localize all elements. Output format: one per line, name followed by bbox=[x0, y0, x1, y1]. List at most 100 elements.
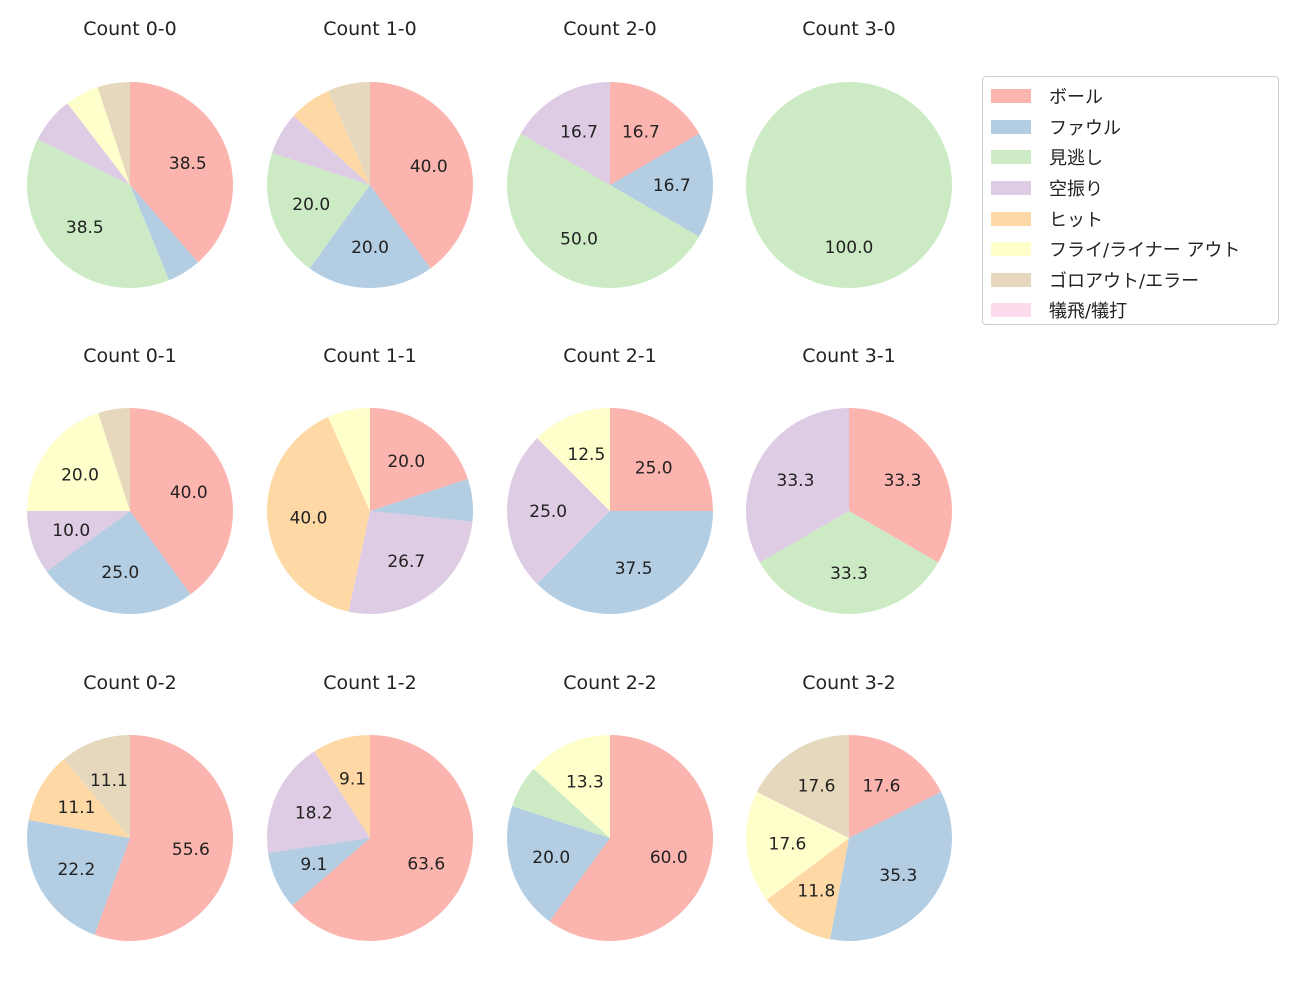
slice-label: 16.7 bbox=[622, 122, 660, 142]
pie-slice bbox=[506, 133, 700, 289]
legend-label: ゴロアウト/エラー bbox=[1049, 270, 1200, 292]
pie-slice bbox=[746, 82, 952, 288]
slice-label: 37.5 bbox=[615, 559, 653, 579]
pie-title: Count 1-2 bbox=[323, 672, 417, 694]
pie-chart: Count 1-2 63.6 9.1 18.2 9.1 bbox=[267, 672, 474, 941]
pie-slice bbox=[130, 82, 234, 263]
pie-title: Count 3-1 bbox=[802, 345, 896, 367]
pie-slice bbox=[610, 133, 713, 237]
pie-slice bbox=[267, 153, 370, 269]
slice-label: 100.0 bbox=[825, 238, 874, 258]
pie-title: Count 3-0 bbox=[802, 18, 896, 40]
pie-slice bbox=[610, 82, 700, 185]
slice-label: 25.0 bbox=[101, 563, 139, 583]
slice-label: 20.0 bbox=[61, 466, 99, 486]
pie-title: Count 3-2 bbox=[802, 672, 896, 694]
slice-label: 20.0 bbox=[387, 452, 425, 472]
slice-label: 11.1 bbox=[58, 798, 96, 818]
pie-slice bbox=[766, 838, 849, 940]
pie-slice bbox=[28, 759, 130, 838]
pie-slice bbox=[520, 82, 610, 185]
pie-slice bbox=[507, 806, 610, 922]
pie-title: Count 0-2 bbox=[83, 672, 177, 694]
pie-slice bbox=[272, 115, 370, 185]
slice-label: 55.6 bbox=[172, 840, 210, 860]
legend-item: フライ/ライナー アウト bbox=[983, 234, 1278, 265]
pie-slice bbox=[267, 751, 370, 853]
pie-slice bbox=[370, 408, 468, 511]
legend-swatch bbox=[991, 272, 1031, 287]
legend-label: 見逃し bbox=[1049, 148, 1103, 170]
slice-label: 33.3 bbox=[777, 471, 815, 491]
pie-slice bbox=[537, 511, 713, 614]
pie-chart: Count 1-0 40.0 20.0 20.0 bbox=[267, 18, 473, 288]
slice-label: 17.6 bbox=[863, 776, 901, 796]
pie-slice bbox=[370, 82, 473, 269]
pie-slice bbox=[98, 408, 130, 511]
pie-slice bbox=[37, 103, 130, 185]
slice-label: 13.3 bbox=[566, 773, 604, 793]
slice-label: 25.0 bbox=[529, 502, 567, 522]
pie-slice bbox=[266, 416, 370, 612]
slice-label: 16.7 bbox=[653, 176, 691, 196]
slice-label: 20.0 bbox=[532, 848, 570, 868]
pie-chart: Count 2-1 25.0 37.5 25.0 12.5 bbox=[507, 345, 713, 614]
legend-swatch bbox=[991, 181, 1031, 196]
pie-slice bbox=[745, 408, 849, 563]
slice-label: 20.0 bbox=[292, 195, 330, 215]
slice-label: 60.0 bbox=[650, 848, 688, 868]
legend-label: ボール bbox=[1049, 87, 1103, 109]
pie-title: Count 1-0 bbox=[323, 18, 417, 40]
pie-slice bbox=[507, 438, 610, 584]
slice-label: 35.3 bbox=[879, 866, 917, 886]
legend-label: 空振り bbox=[1049, 179, 1103, 201]
pie-slice bbox=[26, 139, 170, 288]
legend: ボール ファウル 見逃し 空振り ヒット フライ/ライナー アウト ゴロアウト/エラー 犠飛/… bbox=[982, 76, 1279, 325]
pie-slice bbox=[849, 735, 942, 838]
pie-title: Count 0-1 bbox=[83, 345, 177, 367]
pie-slice bbox=[610, 408, 713, 511]
pie-chart: Count 3-1 33.3 33.3 33.3 bbox=[745, 345, 952, 614]
pie-chart: Count 3-0 100.0 bbox=[746, 18, 952, 288]
slice-label: 16.7 bbox=[560, 122, 598, 142]
slice-label: 17.6 bbox=[798, 776, 836, 796]
pie-slice bbox=[849, 408, 952, 563]
pie-slice bbox=[759, 511, 939, 614]
slice-label: 33.3 bbox=[830, 564, 868, 584]
pie-chart: Count 2-2 60.0 20.0 13.3 bbox=[507, 672, 713, 942]
slice-label: 50.0 bbox=[560, 230, 598, 250]
pie-slice bbox=[130, 408, 233, 595]
slice-label: 18.2 bbox=[295, 803, 333, 823]
pie-slice bbox=[348, 511, 473, 614]
slice-label: 38.5 bbox=[66, 218, 104, 238]
pie-chart: Count 3-2 17.6 35.3 11.8 17.6 17.6 bbox=[746, 672, 952, 941]
legend-item: 空振り bbox=[983, 173, 1278, 204]
slice-label: 20.0 bbox=[351, 238, 389, 258]
legend-item: ファウル bbox=[983, 112, 1278, 143]
legend-label: 犠飛/犠打 bbox=[1049, 301, 1128, 323]
legend-swatch bbox=[991, 303, 1031, 318]
pie-slice bbox=[746, 791, 849, 900]
pie-slice bbox=[370, 479, 473, 522]
legend-label: ファウル bbox=[1049, 117, 1121, 139]
pie-slice bbox=[67, 87, 130, 185]
legend-item: ゴロアウト/エラー bbox=[983, 265, 1278, 296]
legend-item: ボール bbox=[983, 81, 1278, 112]
pie-chart: Count 2-0 16.7 16.7 50.0 16.7 bbox=[506, 18, 713, 289]
pie-slice bbox=[549, 735, 713, 942]
pie-slice bbox=[293, 90, 370, 185]
legend-swatch bbox=[991, 89, 1031, 104]
slice-label: 38.5 bbox=[169, 154, 207, 174]
legend-swatch bbox=[991, 119, 1031, 134]
pie-title: Count 2-0 bbox=[563, 18, 657, 40]
pie-chart: Count 0-2 55.6 22.2 11.1 11.1 bbox=[26, 672, 233, 941]
slice-label: 9.1 bbox=[300, 855, 327, 875]
legend-label: フライ/ライナー アウト bbox=[1049, 240, 1241, 262]
slice-label: 40.0 bbox=[290, 508, 328, 528]
slice-label: 10.0 bbox=[52, 521, 90, 541]
pie-slice bbox=[94, 735, 233, 941]
pie-title: Count 1-1 bbox=[323, 345, 417, 367]
pie-slice bbox=[46, 511, 191, 614]
